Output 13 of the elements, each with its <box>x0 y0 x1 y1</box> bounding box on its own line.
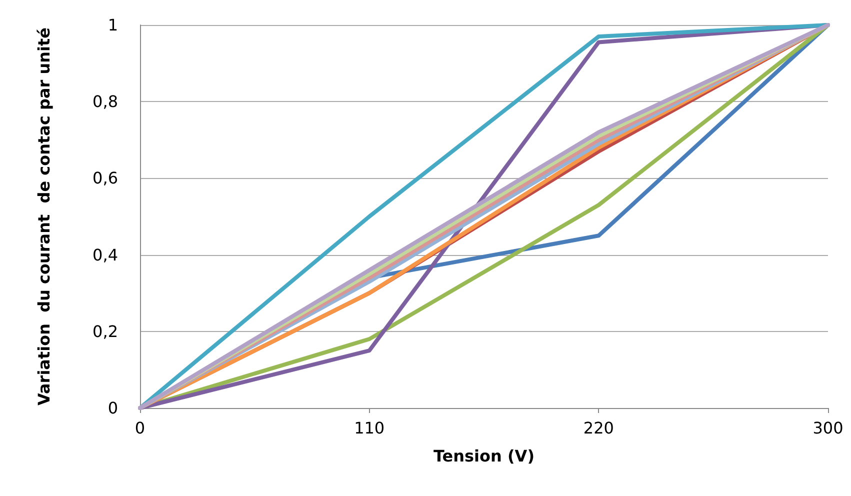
x-tick-label: 300 <box>812 418 844 438</box>
x-tick-label: 0 <box>134 418 146 438</box>
y-tick-label: 0,4 <box>92 245 118 264</box>
x-tick-label: 110 <box>354 418 385 438</box>
line-series <box>138 23 830 410</box>
y-tick-label: 0,8 <box>92 92 118 112</box>
y-tick-label: 0,2 <box>92 322 118 341</box>
y-axis-title: Variation du courant de contac par unité <box>34 27 54 406</box>
x-axis-title: Tension (V) <box>434 446 534 466</box>
x-tick-label: 220 <box>583 418 614 438</box>
y-tick-label: 0,6 <box>92 168 118 188</box>
category-label: 0 <box>108 398 118 418</box>
text: 1 <box>108 16 118 34</box>
